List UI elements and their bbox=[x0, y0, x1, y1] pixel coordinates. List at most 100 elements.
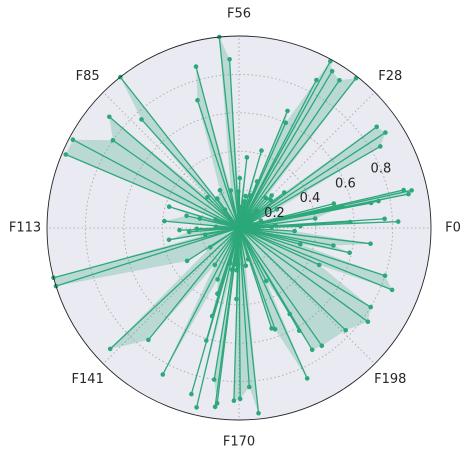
data-point bbox=[273, 223, 278, 228]
data-point bbox=[343, 328, 349, 333]
series-spoke bbox=[53, 227, 240, 279]
data-point bbox=[195, 97, 200, 103]
series-spoke bbox=[238, 227, 393, 291]
series-spoke bbox=[109, 227, 240, 350]
series-spoke bbox=[164, 220, 240, 229]
data-point bbox=[217, 188, 223, 193]
series-spoke bbox=[216, 227, 240, 404]
data-point bbox=[166, 204, 172, 209]
data-point bbox=[63, 152, 69, 157]
data-point bbox=[243, 263, 249, 269]
data-point bbox=[337, 78, 342, 83]
series-spoke bbox=[108, 116, 240, 229]
series-spoke bbox=[238, 202, 334, 229]
series-spoke bbox=[238, 206, 343, 229]
series-spoke bbox=[238, 70, 333, 229]
data-point bbox=[194, 405, 199, 410]
data-point bbox=[214, 401, 220, 406]
data-point bbox=[383, 130, 388, 135]
data-point bbox=[166, 237, 172, 243]
series-spoke bbox=[238, 227, 371, 245]
series-spoke bbox=[169, 206, 240, 229]
data-point bbox=[283, 120, 289, 125]
angular-gridline-f198 bbox=[238, 227, 376, 365]
series-spoke bbox=[238, 227, 320, 266]
data-point bbox=[254, 208, 260, 214]
data-point bbox=[227, 261, 233, 266]
data-point bbox=[331, 243, 336, 248]
radial-tick-label: 0.4 bbox=[300, 191, 321, 206]
data-point bbox=[374, 124, 380, 130]
data-point bbox=[194, 226, 200, 231]
data-point bbox=[401, 187, 406, 193]
data-point bbox=[189, 391, 194, 397]
data-point bbox=[340, 204, 345, 210]
data-point bbox=[222, 207, 228, 212]
series-spoke bbox=[65, 153, 240, 229]
series-spoke bbox=[195, 66, 240, 229]
data-point bbox=[347, 250, 352, 255]
data-point bbox=[329, 68, 335, 74]
angular-tick-label: F56 bbox=[227, 7, 251, 22]
data-point bbox=[254, 179, 260, 184]
data-point bbox=[162, 218, 167, 224]
data-point bbox=[304, 376, 310, 381]
data-point bbox=[296, 328, 302, 334]
data-point bbox=[227, 57, 232, 62]
series-spoke bbox=[238, 227, 386, 277]
data-point bbox=[389, 287, 395, 293]
data-point bbox=[269, 193, 274, 198]
series-spoke bbox=[238, 227, 372, 308]
angular-tick-label: F0 bbox=[445, 221, 461, 236]
data-point bbox=[282, 190, 287, 195]
data-point bbox=[368, 304, 374, 310]
data-point bbox=[316, 262, 322, 268]
data-point bbox=[258, 218, 264, 223]
data-point bbox=[236, 189, 241, 194]
data-point bbox=[212, 404, 218, 410]
series-spoke bbox=[72, 139, 240, 229]
series-spoke bbox=[119, 76, 240, 229]
data-point bbox=[269, 225, 274, 230]
data-point bbox=[243, 193, 248, 199]
plot-frame bbox=[46, 35, 432, 421]
series-spoke bbox=[186, 227, 240, 262]
series-spoke bbox=[238, 132, 386, 229]
series-spoke bbox=[238, 227, 291, 315]
data-point bbox=[395, 219, 401, 224]
series-spoke bbox=[238, 227, 308, 379]
data-point bbox=[314, 77, 319, 83]
data-point bbox=[184, 213, 189, 219]
data-point bbox=[234, 296, 239, 302]
data-point bbox=[259, 148, 264, 153]
series-spoke bbox=[238, 227, 260, 414]
data-point bbox=[107, 346, 113, 352]
data-point bbox=[229, 267, 235, 273]
series-spoke bbox=[238, 227, 369, 323]
radial-gridline-4 bbox=[84, 73, 394, 383]
data-point bbox=[298, 241, 303, 247]
data-point bbox=[248, 193, 253, 198]
angular-tick-label: F198 bbox=[374, 372, 406, 387]
series-spoke bbox=[238, 77, 357, 229]
data-point bbox=[160, 372, 166, 377]
series-spoke bbox=[230, 190, 240, 229]
data-point bbox=[247, 384, 252, 390]
data-point bbox=[215, 291, 220, 297]
series-spoke bbox=[219, 190, 240, 229]
data-point bbox=[268, 197, 274, 203]
angular-tick-label: F85 bbox=[76, 69, 100, 84]
data-point bbox=[263, 195, 269, 201]
data-point bbox=[197, 216, 203, 221]
series-spoke bbox=[214, 227, 240, 266]
data-point bbox=[378, 144, 383, 149]
series-spoke bbox=[216, 198, 240, 229]
data-point bbox=[186, 229, 192, 235]
data-point bbox=[242, 199, 248, 205]
radial-gridline-3 bbox=[123, 112, 355, 344]
series-spoke bbox=[112, 139, 240, 229]
data-point bbox=[264, 278, 269, 284]
series-spoke bbox=[238, 126, 378, 229]
